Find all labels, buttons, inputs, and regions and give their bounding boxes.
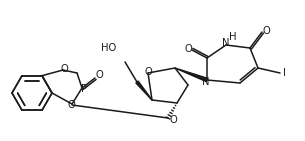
Text: HO: HO [101,43,116,53]
Text: O: O [95,70,103,80]
Text: O: O [67,100,75,110]
Polygon shape [175,68,208,82]
Text: O: O [262,26,270,36]
Text: H: H [229,32,237,42]
Text: O: O [60,64,68,74]
Text: O: O [169,115,177,125]
Polygon shape [136,81,152,100]
Text: O: O [184,44,192,54]
Text: I: I [282,68,285,78]
Text: N: N [222,38,230,48]
Text: O: O [144,67,152,77]
Text: N: N [202,77,210,87]
Text: P: P [81,84,87,94]
